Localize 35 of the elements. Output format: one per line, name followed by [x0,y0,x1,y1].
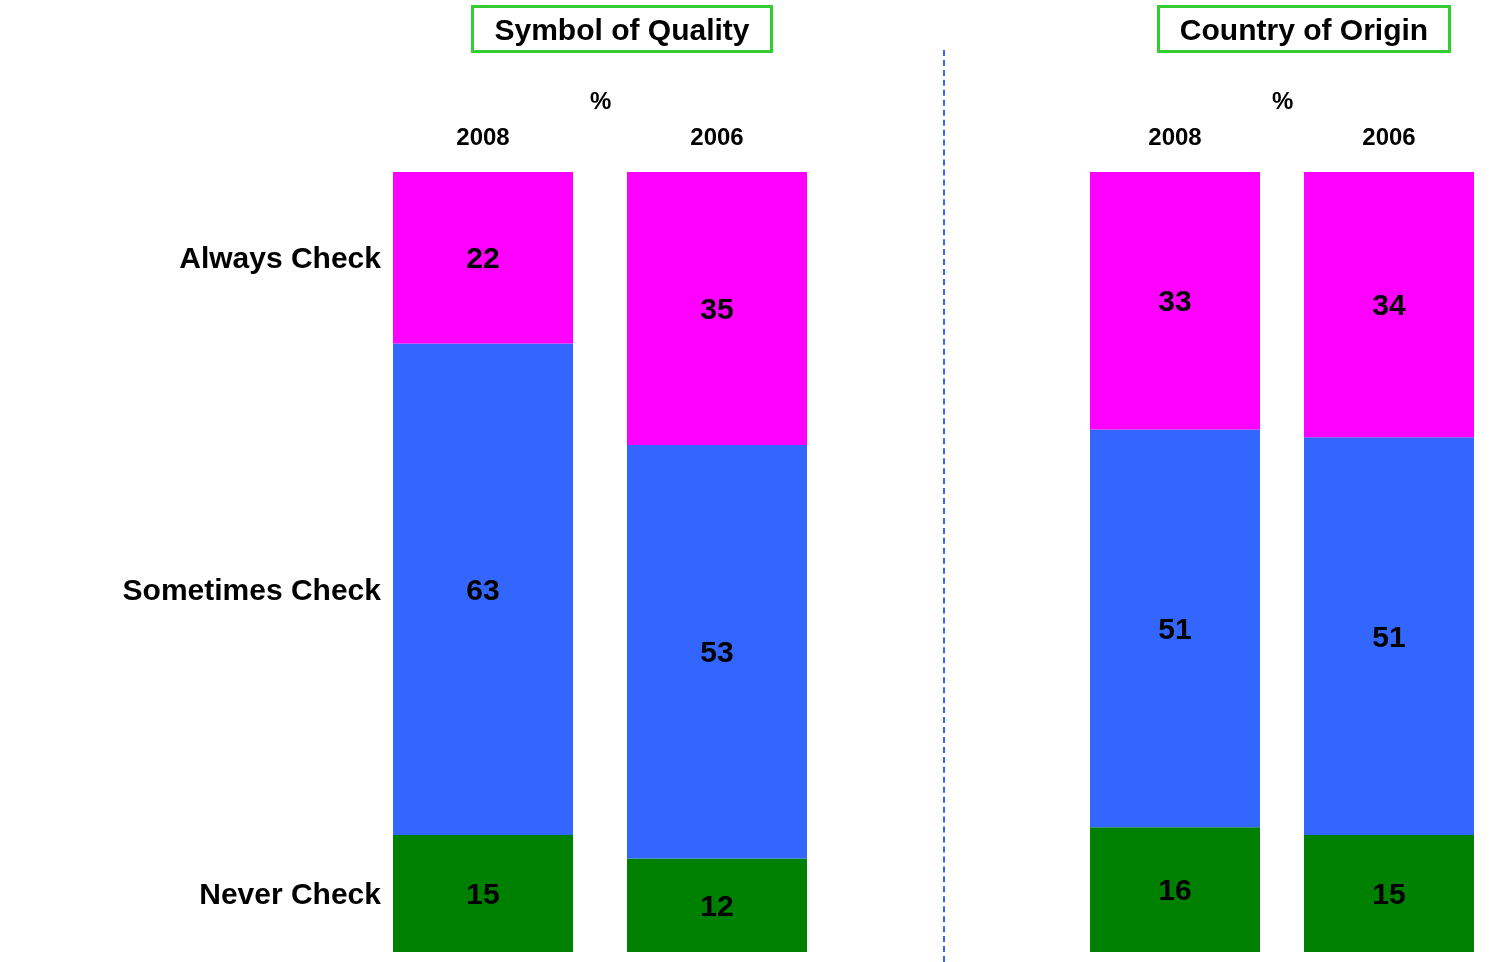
text: % [590,86,612,114]
data-label: 12 [700,888,734,922]
x-tick-label: 2006 [1362,122,1416,150]
x-tick-label: 2008 [456,122,510,150]
x-tick-label: 2006 [690,122,744,150]
bar [1304,172,1474,438]
series-label: Sometimes Check [122,572,382,606]
bar [1090,429,1260,828]
data-label: 15 [466,877,500,910]
bar [1090,172,1260,430]
x-tick-label: 2008 [1148,122,1202,150]
data-label: 51 [1372,619,1406,653]
bar [627,858,807,952]
text: % [1272,86,1294,114]
data-label: 63 [466,572,500,606]
chart-title: Country of Origin [1179,12,1429,46]
data-label: 15 [1372,877,1406,910]
data-label: 33 [1158,284,1192,318]
series-label: Always Check [179,241,382,275]
data-label: 35 [700,292,734,325]
bar [393,343,573,835]
bar [627,445,807,859]
data-label: 53 [700,635,734,669]
bar [1090,827,1260,952]
bar [1304,437,1474,835]
data-label: 22 [466,241,500,275]
series-label: Never Check [199,877,382,910]
bar [393,172,573,344]
bar [1304,835,1474,952]
data-label: 34 [1372,288,1406,322]
bar [393,835,573,952]
bar [627,172,807,445]
data-label: 16 [1158,873,1192,907]
chart-title: Symbol of Quality [494,12,750,46]
data-label: 51 [1158,611,1192,645]
